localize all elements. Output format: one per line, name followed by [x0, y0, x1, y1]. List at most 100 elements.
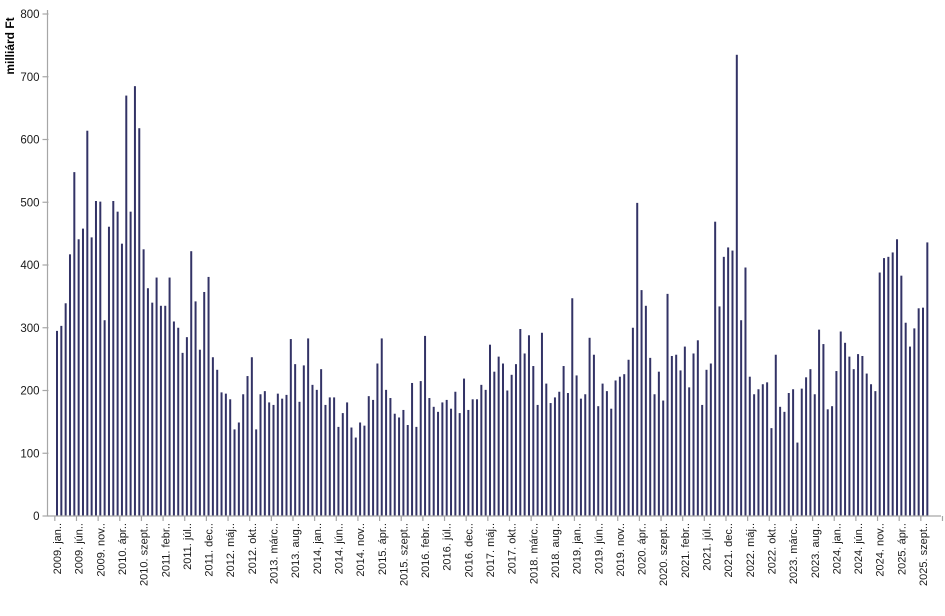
bar	[644, 305, 647, 516]
bar	[302, 365, 305, 516]
bar	[926, 242, 929, 516]
bar	[107, 226, 110, 516]
bar	[744, 267, 747, 516]
bar	[129, 211, 132, 516]
bar	[242, 394, 245, 516]
bar	[519, 329, 522, 516]
bar	[81, 228, 84, 517]
x-tick-label: 2011. febr..	[160, 523, 172, 577]
x-tick-label: 2022. máj..	[745, 523, 757, 577]
bar	[320, 369, 323, 516]
bar	[480, 384, 483, 516]
bar	[294, 364, 297, 516]
bar	[792, 389, 795, 516]
y-tick-label: 400	[20, 260, 39, 272]
bar	[610, 408, 613, 516]
bar	[614, 380, 617, 516]
bar	[553, 397, 556, 516]
bar	[701, 404, 704, 516]
bar	[714, 221, 717, 516]
x-tick-label: 2019. nov..	[615, 523, 627, 577]
bar	[679, 370, 682, 516]
bar	[809, 369, 812, 516]
y-tick-label: 0	[33, 511, 39, 523]
bar	[380, 338, 383, 516]
bar	[116, 211, 119, 516]
y-tick-label: 700	[20, 72, 39, 84]
bar	[181, 352, 184, 516]
x-tick-label: 2018. aug..	[550, 523, 562, 578]
bar	[831, 406, 834, 516]
x-tick-label: 2011. júl..	[182, 523, 194, 570]
x-tick-label: 2016. júl..	[442, 523, 454, 571]
bar	[735, 54, 738, 516]
bar	[696, 340, 699, 516]
bar	[549, 403, 552, 516]
bar	[441, 402, 444, 516]
x-tick-label: 2022. okt..	[766, 523, 778, 574]
x-tick-label: 2021. dec..	[723, 523, 735, 577]
bar	[514, 364, 517, 516]
bar	[168, 277, 171, 516]
bar	[844, 342, 847, 516]
bar	[281, 398, 284, 516]
bar	[432, 406, 435, 516]
bar	[878, 272, 881, 516]
bar	[77, 239, 80, 516]
y-axis-title: milliárd Ft	[3, 17, 17, 74]
bar	[133, 86, 136, 516]
bar	[566, 393, 569, 516]
bar	[103, 320, 106, 516]
bar	[731, 250, 734, 516]
bar	[887, 256, 890, 516]
bar	[545, 383, 548, 516]
bar	[198, 349, 201, 516]
bar	[60, 325, 63, 516]
bar	[848, 356, 851, 516]
bar	[120, 243, 123, 517]
bar	[411, 382, 414, 516]
x-tick-label: 2024. jan..	[831, 523, 843, 574]
x-tick-label: 2017. máj..	[485, 523, 497, 577]
bar	[99, 201, 102, 516]
bar	[588, 337, 591, 516]
bar	[471, 399, 474, 516]
bar	[922, 307, 924, 516]
bar	[666, 293, 669, 516]
bar	[112, 201, 115, 516]
bar	[372, 399, 375, 516]
bar	[835, 371, 838, 516]
x-tick-label: 2014. jún..	[333, 523, 345, 574]
bar	[800, 388, 803, 516]
bar	[900, 275, 903, 516]
bar	[826, 409, 829, 516]
bar	[818, 329, 821, 516]
bar	[250, 357, 253, 516]
bar	[458, 413, 461, 516]
bar	[476, 399, 479, 516]
bar	[822, 344, 825, 516]
bar	[631, 327, 634, 516]
bar	[718, 306, 721, 516]
bar	[917, 308, 920, 516]
bar	[194, 301, 197, 516]
bar	[865, 373, 868, 516]
bar	[592, 354, 595, 516]
bar	[341, 413, 344, 516]
bar	[73, 172, 76, 516]
x-tick-label: 2017. okt..	[507, 523, 519, 574]
bar	[463, 378, 466, 516]
bar	[891, 252, 894, 516]
x-tick-label: 2016. dec..	[463, 523, 475, 577]
bar	[424, 335, 427, 516]
x-tick-label: 2015. szept..	[398, 523, 410, 586]
bar	[415, 426, 418, 516]
bar	[489, 344, 491, 516]
bar	[536, 404, 539, 516]
bar	[185, 337, 188, 516]
bar	[870, 384, 873, 516]
bar	[389, 398, 392, 516]
bar	[367, 396, 370, 516]
bar	[164, 305, 167, 516]
bar	[605, 391, 608, 516]
